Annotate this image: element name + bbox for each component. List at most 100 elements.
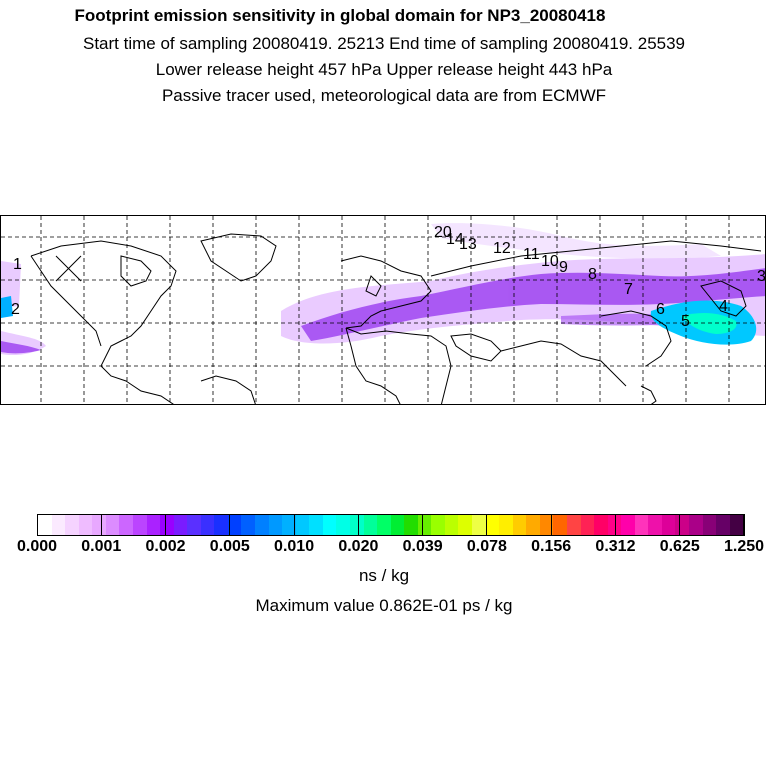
colorbar-segment xyxy=(404,515,418,535)
colorbar-segment xyxy=(363,515,378,535)
release-point-label: 1 xyxy=(13,256,22,273)
sensitivity-high-region xyxy=(1,296,757,345)
colorbar-tick xyxy=(422,514,424,536)
colorbar-segment xyxy=(634,515,649,535)
release-point-label: 7 xyxy=(624,281,633,298)
colorbar-tick-label: 1.250 xyxy=(723,538,765,555)
colorbar-segment xyxy=(268,515,283,535)
release-point-label: 20 xyxy=(434,224,452,241)
colorbar-segment xyxy=(295,515,310,535)
colorbar-segment xyxy=(621,515,635,535)
release-point-label: 14 xyxy=(446,231,464,248)
colorbar-segment xyxy=(65,515,79,535)
colorbar-segment xyxy=(716,515,730,535)
release-point-label: 2 xyxy=(11,301,20,318)
maximum-value-text: Maximum value 0.862E-01 ps / kg xyxy=(255,596,513,615)
colorbar-segment xyxy=(349,515,364,535)
colorbar-tick-label: 0.010 xyxy=(274,538,315,555)
colorbar-segment xyxy=(675,515,689,535)
colorbar-segment xyxy=(648,515,662,535)
colorbar-tick-label: 0.005 xyxy=(209,538,250,555)
colorbar-segment xyxy=(51,515,66,535)
colorbar-segment xyxy=(214,515,228,535)
colorbar-segment xyxy=(580,515,595,535)
release-point-label: 3 xyxy=(757,268,766,285)
colorbar-segment xyxy=(241,515,255,535)
release-point-label: 5 xyxy=(681,313,690,330)
sensitivity-plume-core xyxy=(1,268,765,354)
sampling-time-line: Start time of sampling 20080419. 25213 E… xyxy=(82,34,686,53)
colorbar-segment xyxy=(377,515,391,535)
colorbar-tick xyxy=(550,514,552,536)
colorbar-tick xyxy=(357,514,359,536)
tracer-info-line: Passive tracer used, meteorological data… xyxy=(161,86,607,105)
colorbar-segment xyxy=(431,515,445,535)
colorbar-tick xyxy=(486,514,488,536)
colorbar-segment xyxy=(132,515,147,535)
graticule xyxy=(1,216,765,404)
colorbar-tick xyxy=(679,514,681,536)
colorbar-segment xyxy=(160,515,174,535)
colorbar-tick-label: 0.078 xyxy=(466,538,507,555)
release-point-label: 12 xyxy=(493,240,511,257)
colorbar-segment xyxy=(539,515,554,535)
colorbar-segment xyxy=(390,515,405,535)
colorbar-tick-label: 0.156 xyxy=(531,538,572,555)
colorbar xyxy=(37,514,744,536)
colorbar-segment xyxy=(200,515,215,535)
colorbar-tick xyxy=(229,514,231,536)
colorbar-segment xyxy=(146,515,161,535)
map-canvas xyxy=(1,216,765,404)
colorbar-tick xyxy=(743,514,745,536)
colorbar-segment xyxy=(78,515,93,535)
colorbar-tick-label: 0.625 xyxy=(659,538,700,555)
coastlines xyxy=(30,233,762,404)
colorbar-tick xyxy=(293,514,295,536)
colorbar-tick-label: 0.020 xyxy=(338,538,379,555)
colorbar-segment xyxy=(187,515,201,535)
colorbar-segment xyxy=(526,515,540,535)
colorbar-segment xyxy=(173,515,188,535)
release-point-label: 9 xyxy=(559,259,568,276)
release-point-label: 11 xyxy=(523,246,540,263)
colorbar-segment xyxy=(512,515,527,535)
release-point-label: 8 xyxy=(588,266,597,283)
colorbar-segment xyxy=(499,515,513,535)
colorbar-segment xyxy=(255,515,269,535)
colorbar-segment xyxy=(458,515,472,535)
colorbar-segment xyxy=(444,515,459,535)
footprint-map: 1 2 3 4 5 6 7 8 9 10 11 12 13 14 20 xyxy=(0,215,766,405)
colorbar-segment xyxy=(417,515,432,535)
release-height-line: Lower release height 457 hPa Upper relea… xyxy=(155,60,613,79)
colorbar-segment xyxy=(702,515,717,535)
colorbar-segment xyxy=(38,515,52,535)
colorbar-segment xyxy=(322,515,337,535)
colorbar-tick-label: 0.039 xyxy=(402,538,443,555)
colorbar-tick xyxy=(614,514,616,536)
release-point-label: 10 xyxy=(541,253,559,270)
colorbar-tick xyxy=(100,514,102,536)
release-point-label: 13 xyxy=(459,236,477,253)
colorbar-segment xyxy=(472,515,486,535)
plot-title: Footprint emission sensitivity in global… xyxy=(74,6,606,25)
colorbar-segment xyxy=(485,515,500,535)
colorbar-unit: ns / kg xyxy=(358,566,410,585)
colorbar-segment xyxy=(729,515,744,535)
colorbar-tick-label: 0.001 xyxy=(81,538,122,555)
release-point-label: 4 xyxy=(719,298,728,315)
colorbar-tick-label: 0.312 xyxy=(595,538,636,555)
colorbar-segment xyxy=(607,515,622,535)
colorbar-segment xyxy=(227,515,242,535)
colorbar-tick xyxy=(36,514,38,536)
colorbar-segment xyxy=(553,515,567,535)
colorbar-segment xyxy=(119,515,133,535)
colorbar-segment xyxy=(92,515,106,535)
colorbar-tick-label: 0.002 xyxy=(145,538,186,555)
release-point-label: 6 xyxy=(656,301,665,318)
colorbar-segment xyxy=(336,515,350,535)
colorbar-segment xyxy=(309,515,323,535)
colorbar-segment xyxy=(566,515,581,535)
colorbar-tick xyxy=(165,514,167,536)
colorbar-segment xyxy=(661,515,676,535)
colorbar-segment xyxy=(105,515,120,535)
